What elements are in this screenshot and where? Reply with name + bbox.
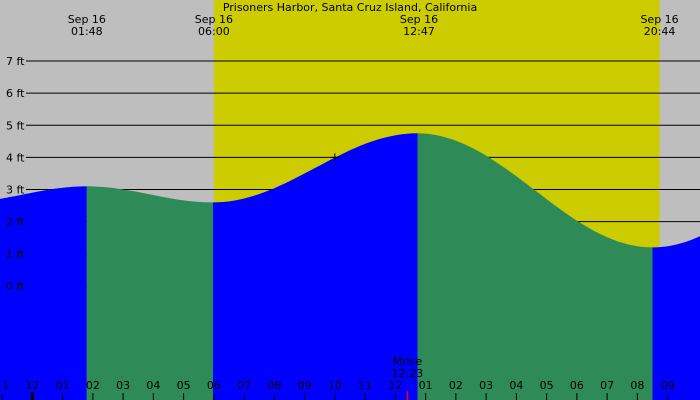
- top-date-label: Sep 16: [640, 13, 678, 26]
- x-tick-label: 04: [509, 379, 523, 392]
- y-tick-label: 5 ft: [6, 119, 25, 132]
- x-tick-label: 07: [237, 379, 251, 392]
- falling-tide-segment: [86, 186, 213, 400]
- current-time-marker: [330, 153, 339, 162]
- falling-tide-segment: [417, 133, 653, 400]
- x-tick-label: 02: [86, 379, 100, 392]
- x-tick-label: 12: [25, 379, 39, 392]
- rising-tide-segment: [0, 186, 87, 400]
- x-tick-label: 05: [540, 379, 554, 392]
- tide-area-layer: [0, 133, 700, 400]
- moonrise-time: 12:23: [392, 367, 424, 380]
- x-tick-label: 07: [600, 379, 614, 392]
- top-time-label: 06:00: [198, 25, 230, 38]
- rising-tide-segment: [652, 236, 700, 400]
- chart-title: Prisoners Harbor, Santa Cruz Island, Cal…: [223, 1, 477, 14]
- y-tick-label: 0 ft: [6, 280, 25, 293]
- x-tick-label: 02: [449, 379, 463, 392]
- top-date-label: Sep 16: [68, 13, 106, 26]
- top-date-label: Sep 16: [400, 13, 438, 26]
- x-tick-label: 05: [177, 379, 191, 392]
- x-tick-label: 11: [0, 379, 9, 392]
- midnight-marker: [30, 392, 34, 400]
- x-tick-label: 08: [267, 379, 281, 392]
- x-tick-label: 06: [207, 379, 221, 392]
- y-tick-label: 6 ft: [6, 87, 25, 100]
- top-time-label: 12:47: [403, 25, 435, 38]
- moonrise-label: Mrise: [393, 355, 423, 368]
- x-tick-label: 01: [419, 379, 433, 392]
- top-time-label: 20:44: [644, 25, 676, 38]
- x-tick-label: 09: [298, 379, 312, 392]
- y-tick-label: 4 ft: [6, 151, 25, 164]
- top-time-label: 01:48: [71, 25, 103, 38]
- y-tick-label: 3 ft: [6, 184, 25, 197]
- labels-layer: 0 ft 1 ft 2 ft 3 ft 4 ft 5 ft 6 ft 7 ft 11 12 01 02…: [0, 13, 679, 400]
- y-tick-label: 1 ft: [6, 248, 25, 261]
- x-tick-label: 04: [146, 379, 160, 392]
- x-tick-label: 03: [479, 379, 493, 392]
- x-tick-label: 10: [328, 379, 342, 392]
- x-tick-label: 11: [358, 379, 372, 392]
- rising-tide-segment: [213, 133, 418, 400]
- x-tick-label: 08: [630, 379, 644, 392]
- y-tick-label: 7 ft: [6, 55, 25, 68]
- x-tick-label: 06: [570, 379, 584, 392]
- x-tick-label: 01: [56, 379, 70, 392]
- top-date-label: Sep 16: [195, 13, 233, 26]
- y-tick-label: 2 ft: [6, 216, 25, 229]
- x-tick-label: 03: [116, 379, 130, 392]
- x-tick-label: 09: [661, 379, 675, 392]
- x-tick-label: 12: [388, 379, 402, 392]
